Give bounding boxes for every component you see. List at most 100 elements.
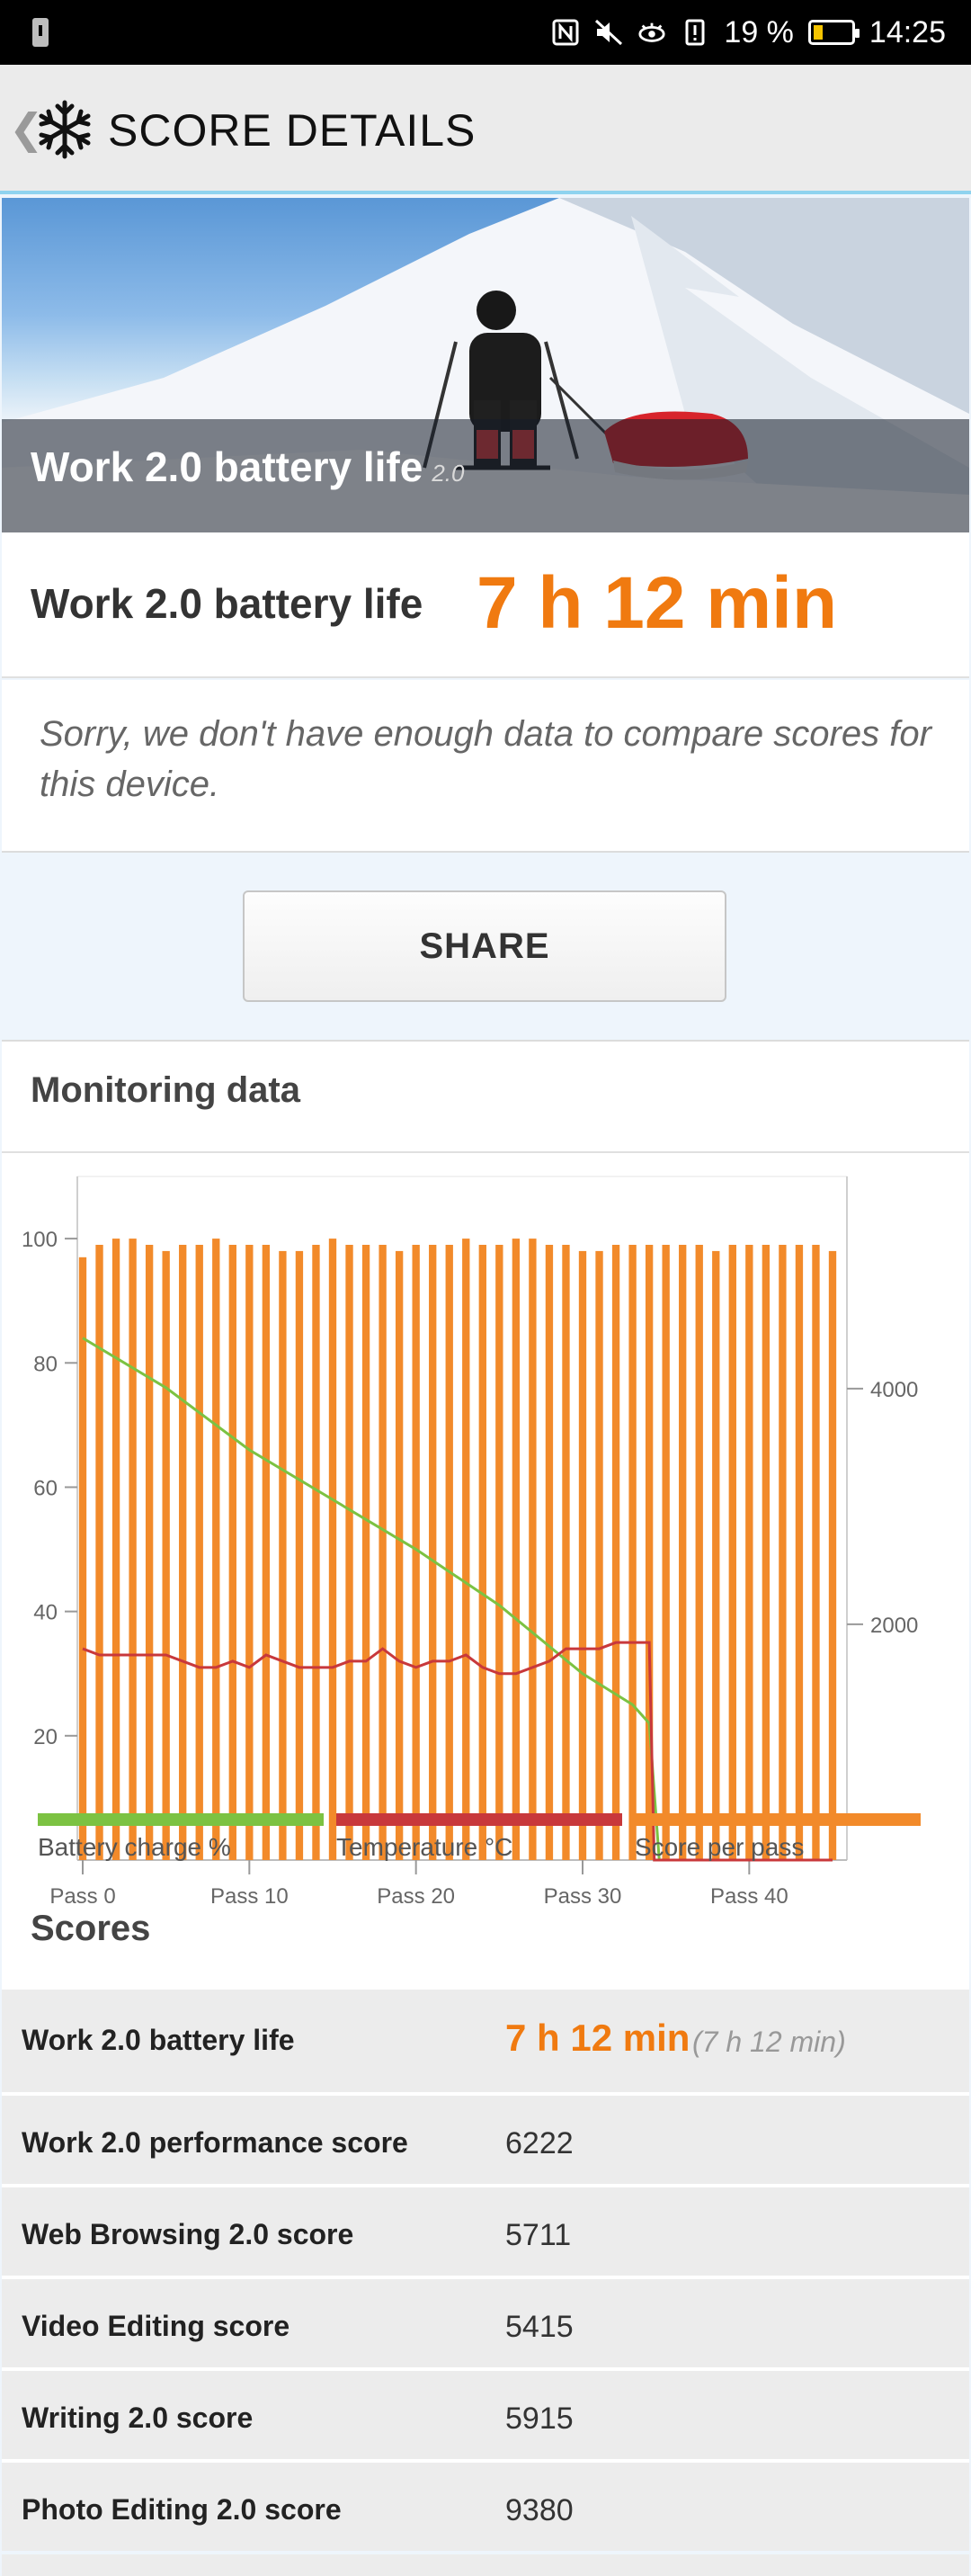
table-row: Work 2.0 performance score 6222 [2,2096,969,2184]
score-bar [529,1239,537,1860]
legend-swatch-battery [38,1813,324,1826]
score-bar [379,1245,387,1860]
score-label: Web Browsing 2.0 score [22,2218,354,2250]
right-tick-label: 4000 [870,1378,918,1402]
score-bar [595,1250,603,1860]
score-sub-value: (7 h 12 min) [692,2026,846,2058]
score-bar [495,1245,503,1860]
scores-title: Scores [31,1909,151,1948]
nfc-icon [551,18,580,47]
app-bar: ❮ SCORE DETAILS [0,65,971,194]
hero-banner: Work 2.0 battery life 2.0 [2,198,969,532]
score-bar [145,1245,154,1860]
alert-icon [681,18,709,47]
snowflake-icon [39,100,91,159]
page-title: SCORE DETAILS [108,105,477,156]
eye-comfort-icon [637,18,666,47]
score-bar [195,1245,203,1860]
result-row: Work 2.0 battery life 7 h 12 min [2,532,969,678]
score-bar [462,1239,470,1860]
monitoring-card: Monitoring data 20 40 60 80 100 2000 4000 Pass … [2,1040,969,2576]
x-tick-label: Pass 30 [544,1884,622,1909]
table-row [2,2554,969,2576]
score-bar [361,1245,370,1860]
temperature-line [82,1641,833,1862]
score-bar [162,1250,170,1860]
mute-icon [594,18,623,47]
score-label: Writing 2.0 score [22,2402,254,2434]
left-tick-label: 60 [33,1476,58,1500]
battery-icon [807,20,860,45]
x-tick-label: Pass 0 [49,1884,115,1909]
score-bar [712,1250,720,1860]
legend-battery: Battery charge % [38,1813,324,1862]
left-tick-label: 40 [33,1601,58,1625]
legend-score: Score per pass [635,1813,921,1862]
result-label: Work 2.0 battery life [31,580,423,627]
score-bar [179,1245,187,1860]
legend-swatch-score [635,1813,921,1826]
score-bar [645,1245,654,1860]
status-bar: 19 % 14:25 [0,0,971,65]
x-tick-label: Pass 40 [710,1884,788,1909]
score-bar [812,1245,820,1860]
score-bar [611,1245,620,1860]
score-bar [679,1245,687,1860]
score-bar [412,1245,420,1860]
chevron-left-icon[interactable]: ❮ [9,105,44,152]
score-bar [695,1245,703,1860]
score-value: 5415 [505,2310,574,2344]
monitoring-chart: 20 40 60 80 100 2000 4000 Pass 0 Pass 10 Pass 20 P… [22,1176,918,1909]
score-bar [395,1250,404,1860]
score-value: 9380 [505,2493,574,2527]
result-value: 7 h 12 min [477,562,838,644]
table-row: Photo Editing 2.0 score 9380 [2,2463,969,2551]
score-bar [328,1239,337,1860]
score-bar [762,1245,771,1860]
score-bar [245,1245,254,1860]
score-bar [828,1250,837,1860]
x-tick-label: Pass 10 [210,1884,289,1909]
score-bar [111,1239,120,1860]
right-tick-label: 2000 [870,1614,918,1638]
score-bar [628,1245,637,1860]
score-label: Work 2.0 performance score [22,2126,408,2159]
score-value: 6222 [505,2126,574,2160]
monitoring-title: Monitoring data [31,1070,300,1110]
score-bar [129,1239,137,1860]
x-tick-label: Pass 20 [377,1884,455,1909]
score-bar [312,1245,320,1860]
left-tick-label: 100 [22,1228,58,1252]
score-bar [212,1239,220,1860]
chart-legend: Battery charge % Temperature °C Score pe… [38,1813,937,1885]
score-bar [745,1245,753,1860]
score-bar [728,1245,736,1860]
legend-label-temperature: Temperature °C [336,1833,513,1861]
score-bar [95,1245,103,1860]
score-value: 5711 [505,2218,572,2252]
score-bar [445,1245,453,1860]
share-button[interactable]: SHARE [243,890,726,1002]
table-row: Web Browsing 2.0 score 5711 [2,2187,969,2276]
score-bar [562,1245,570,1860]
hero-version: 2.0 [432,460,465,487]
score-label: Photo Editing 2.0 score [22,2493,342,2526]
table-row: Video Editing score 5415 [2,2279,969,2367]
score-bar [429,1245,437,1860]
divider [2,1151,969,1153]
hero-title-text: Work 2.0 battery life [31,443,423,490]
score-bar [779,1245,787,1860]
legend-label-score: Score per pass [635,1833,805,1861]
left-tick-label: 80 [33,1352,58,1376]
score-bar [78,1257,87,1860]
score-bar [478,1245,486,1860]
legend-temperature: Temperature °C [336,1813,622,1862]
battery-line [82,1337,661,1861]
battery-alert-icon [32,18,49,47]
hero-title: Work 2.0 battery life 2.0 [31,443,464,491]
score-bar [295,1250,304,1860]
score-value: 5915 [505,2402,574,2436]
score-bar [578,1250,587,1860]
score-bar [662,1245,670,1860]
score-bar [512,1239,521,1860]
